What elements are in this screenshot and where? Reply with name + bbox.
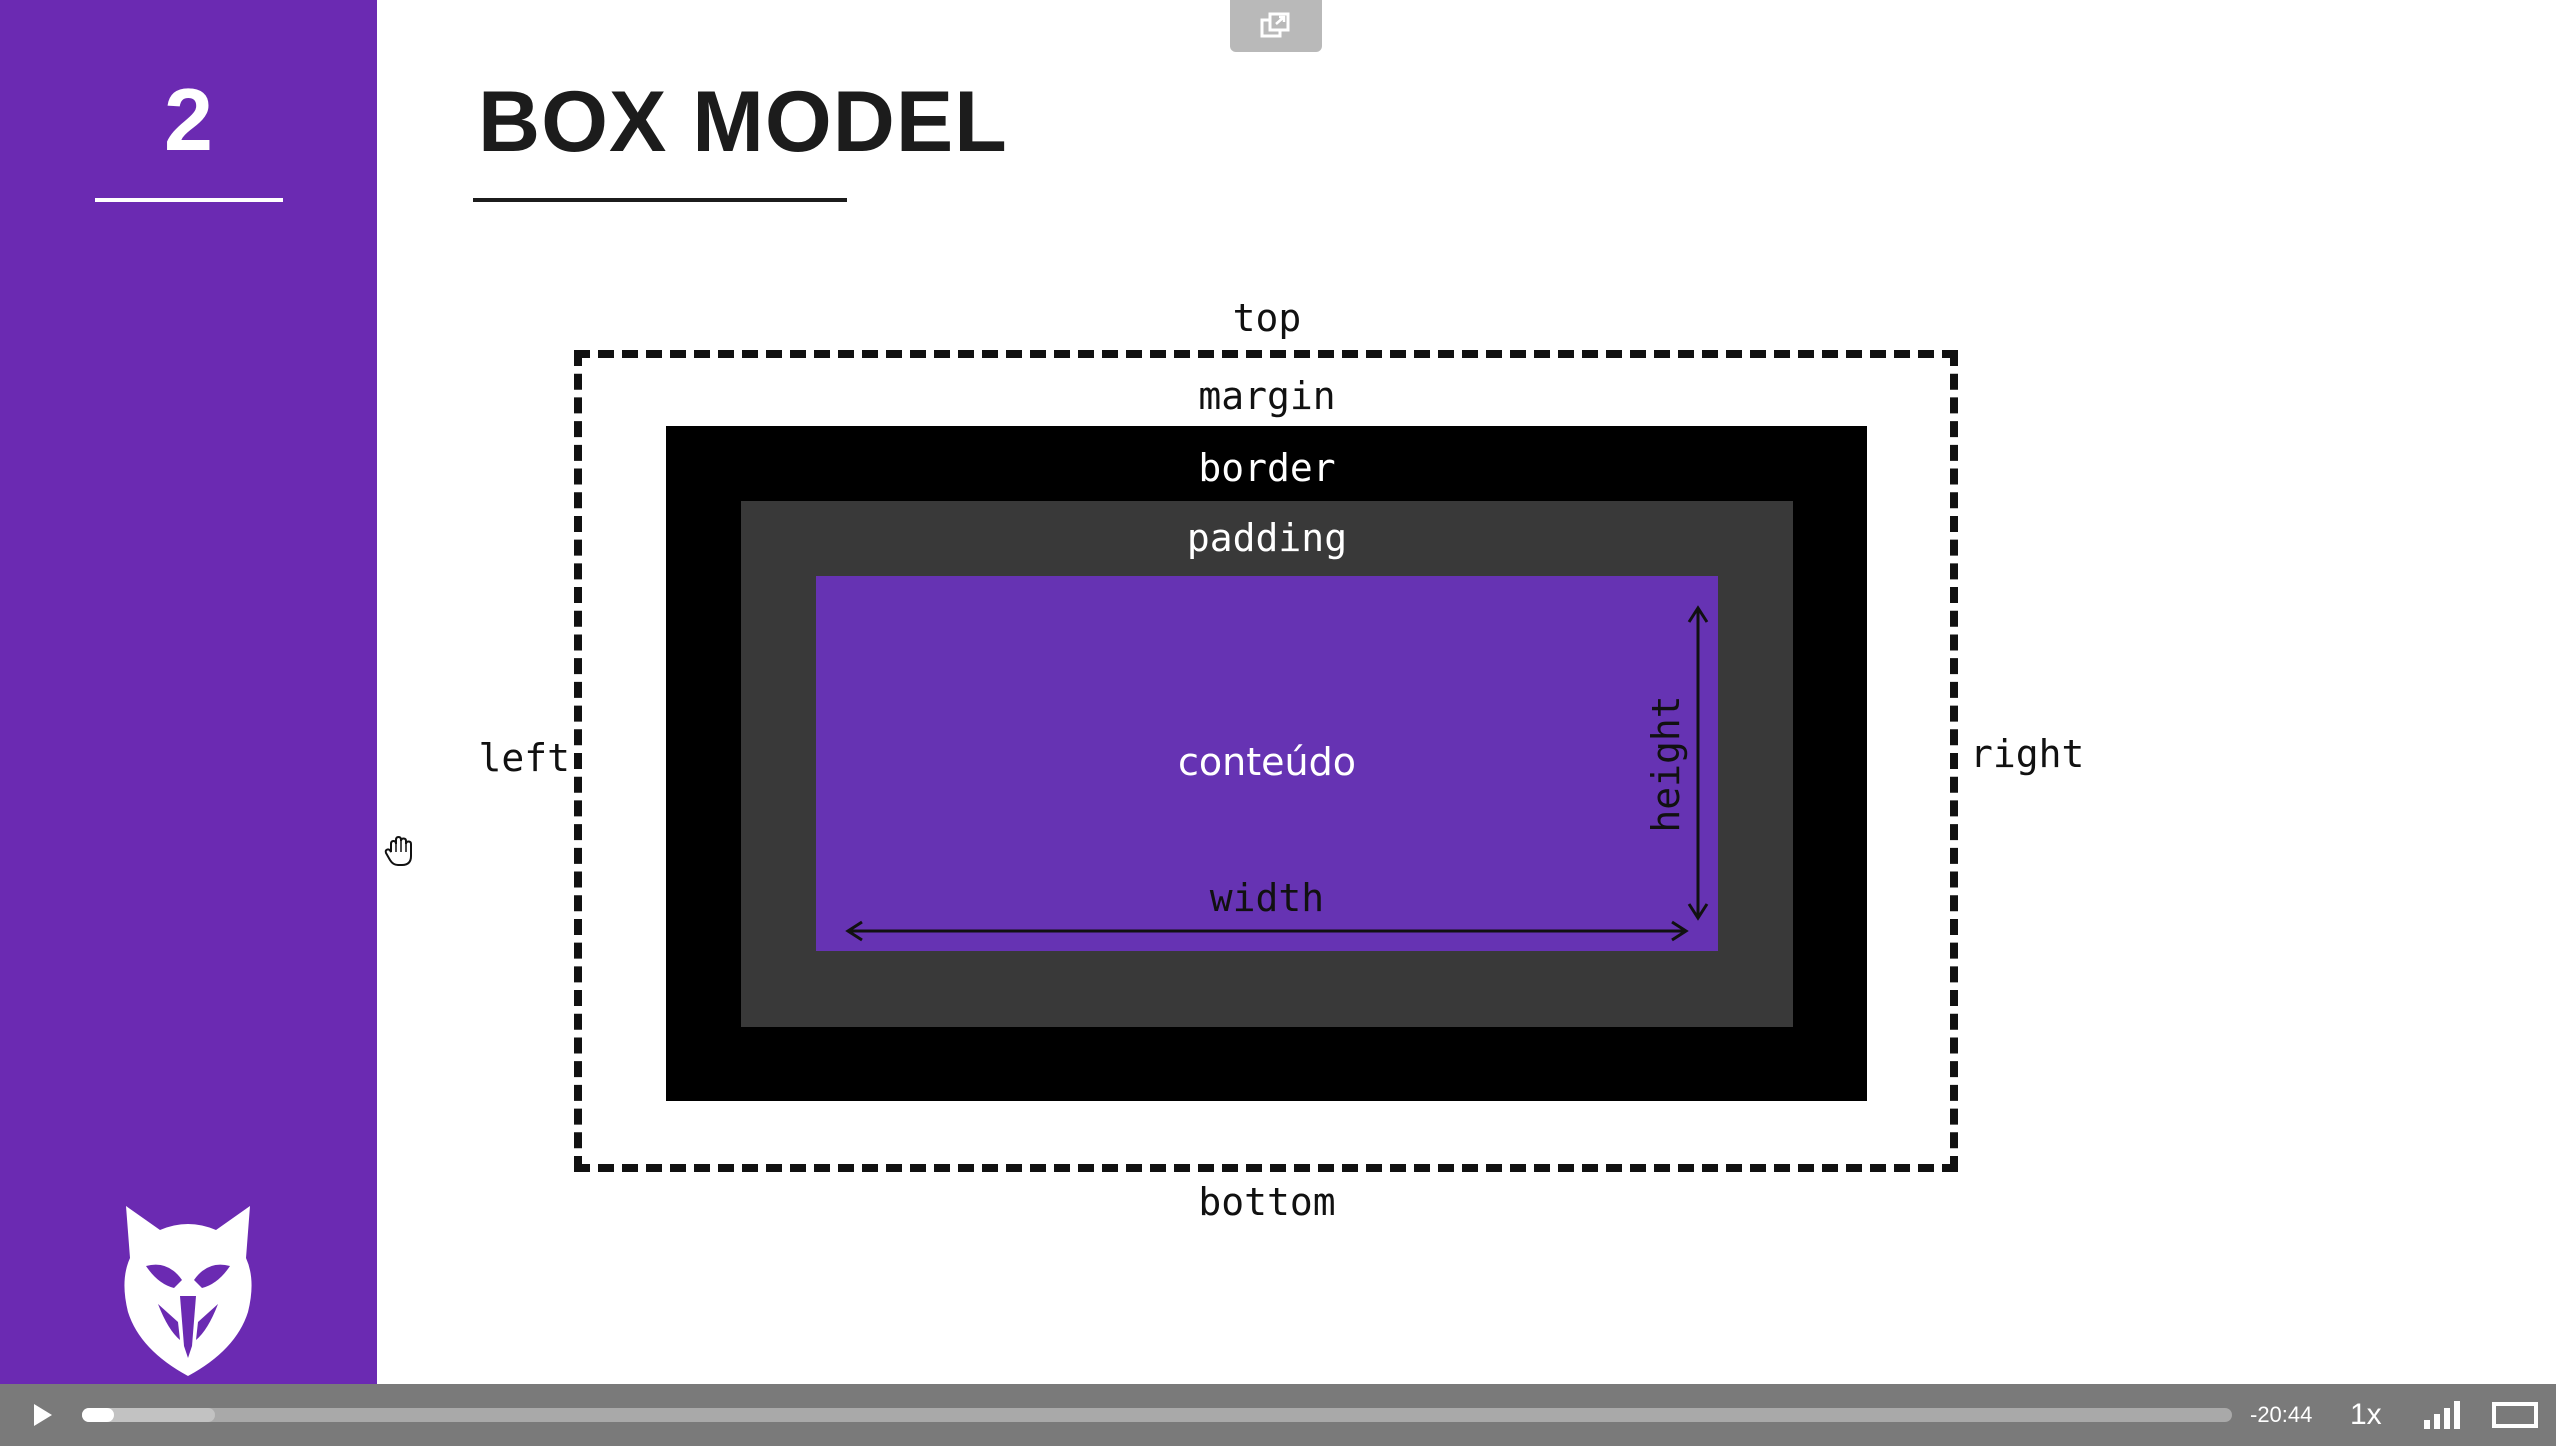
title-underline — [473, 198, 847, 202]
progress-played — [82, 1408, 115, 1422]
box-model-diagram: top margin border padding conteúdo width… — [478, 296, 2085, 1224]
theater-mode-button[interactable] — [2490, 1398, 2540, 1432]
hand-cursor-icon — [383, 834, 417, 868]
signal-bars-icon — [2420, 1401, 2466, 1436]
progress-bar[interactable] — [82, 1408, 2232, 1422]
play-button[interactable] — [20, 1398, 64, 1432]
progress-buffered — [82, 1408, 216, 1422]
quality-button[interactable] — [2420, 1398, 2466, 1432]
theater-mode-icon — [2490, 1402, 2540, 1436]
playback-speed-button[interactable]: 1x — [2350, 1398, 2382, 1431]
play-icon — [20, 1404, 64, 1436]
slide-number-underline — [95, 198, 283, 202]
height-label: height — [1644, 695, 1688, 833]
margin-label: margin — [1198, 374, 1336, 418]
time-remaining: -20:44 — [2250, 1402, 2313, 1427]
slide-title: BOX MODEL — [478, 74, 1008, 170]
left-label: left — [478, 736, 570, 780]
width-label: width — [1209, 876, 1325, 920]
slide-number: 2 — [164, 70, 213, 169]
padding-label: padding — [1186, 516, 1348, 560]
content-label: conteúdo — [1178, 740, 1356, 784]
slide-sidebar: 2 — [0, 0, 377, 1384]
popout-button[interactable] — [1230, 0, 1322, 52]
border-label: border — [1198, 446, 1336, 490]
player-controls: -20:44 1x — [0, 1384, 2556, 1446]
top-label: top — [1232, 296, 1302, 340]
wolf-logo-icon — [118, 1200, 258, 1380]
margin-area — [574, 350, 1958, 1172]
bottom-label: bottom — [1198, 1180, 1336, 1224]
content-area — [816, 576, 1718, 951]
right-label: right — [1970, 732, 2085, 776]
